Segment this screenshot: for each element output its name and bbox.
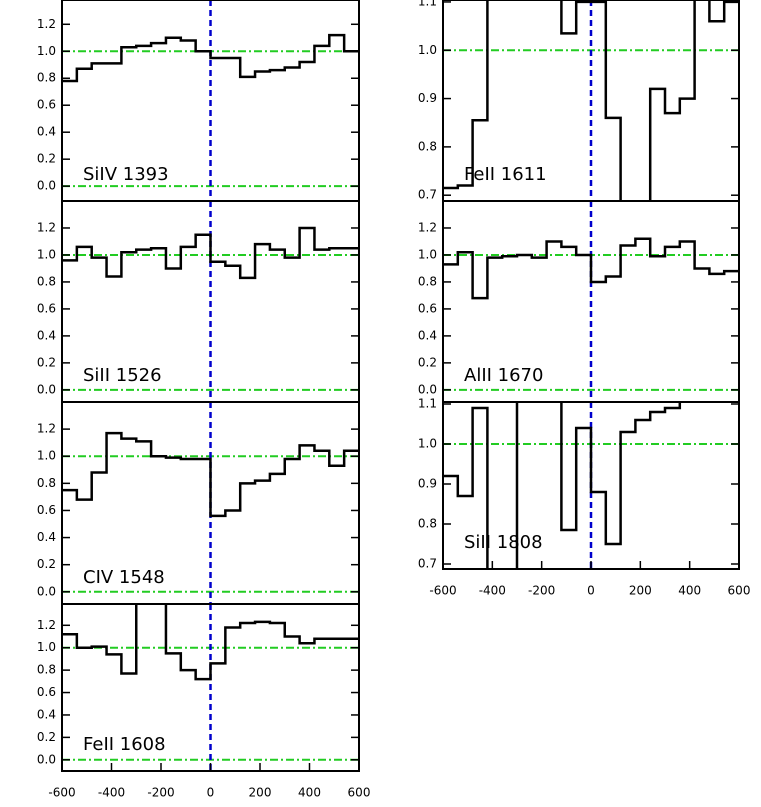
y-tick-label: 0.8 [418,139,437,153]
y-tick-label: 0.4 [418,328,437,342]
spectrum [443,237,739,300]
y-tick-label: 0.6 [37,685,56,699]
plot-area [62,201,359,402]
plot-area [62,604,359,771]
y-tick-label: 0.6 [37,301,56,315]
y-tick-label: 0.9 [418,91,437,105]
x-tick-label: -600 [429,584,456,598]
x-tick-label: 600 [348,786,371,800]
y-tick-label: 0.0 [37,382,56,396]
panel: 0.7 0.8 0.9 1.0 1.1 -600 -400 -200 0 200 400 600 SiI… [418,397,751,598]
spectrum [62,226,359,280]
y-tick-label: 0.4 [37,707,56,721]
y-tick-label: 1.0 [37,640,56,654]
spectrum [62,431,359,518]
y-tick-label: 0.8 [37,274,56,288]
y-tick-label: 0.2 [37,355,56,369]
y-tick-label: 0.2 [37,730,56,744]
x-tick-label: -400 [98,786,125,800]
y-tick-label: 1.2 [37,17,56,31]
y-tick-label: 1.0 [418,437,437,451]
spectrum [62,604,359,681]
y-tick-label: 0.0 [418,382,437,396]
y-tick-label: 0.4 [37,328,56,342]
y-tick-label: 1.2 [37,422,56,436]
y-tick-label: 1.0 [37,449,56,463]
x-tick-label: 0 [207,786,215,800]
y-tick-label: 0.7 [418,557,437,571]
y-tick-label: 0.0 [37,584,56,598]
y-tick-label: 0.4 [37,530,56,544]
y-tick-label: 1.2 [418,220,437,234]
y-tick-label: 1.1 [418,0,437,8]
x-tick-label: 0 [587,584,595,598]
y-tick-label: 0.6 [37,98,56,112]
y-tick-label: 0.8 [418,274,437,288]
line-label: SiII 1526 [83,365,162,386]
line-label: FeII 1611 [464,164,547,185]
panel: 0.7 0.8 0.9 1.0 1.1 FeII 1611 [418,0,740,202]
line-label: FeII 1608 [83,734,166,755]
x-tick-label: -400 [479,584,506,598]
x-tick-label: 200 [629,584,652,598]
spectrum [62,33,359,83]
y-tick-label: 0.6 [418,301,437,315]
y-tick-label: 0.8 [37,71,56,85]
x-tick-label: -200 [147,786,174,800]
panel: 0.0 0.2 0.4 0.6 0.8 1.0 1.2 AlII 1670 [418,200,740,403]
spectrum [443,402,682,569]
y-tick-label: 0.8 [418,517,437,531]
spectrum [443,0,739,201]
line-label: SiIV 1393 [83,164,169,185]
x-tick-label: -600 [48,786,75,800]
y-tick-label: 0.6 [37,503,56,517]
y-tick-label: 0.2 [37,152,56,166]
line-label: SiII 1808 [464,532,543,553]
x-tick-label: 200 [249,786,272,800]
y-tick-label: 0.4 [37,125,56,139]
y-tick-label: 0.7 [418,188,437,202]
line-label: CIV 1548 [83,567,165,588]
y-tick-label: 1.1 [418,397,437,411]
x-tick-label: 400 [298,786,321,800]
panel: 0.0 0.2 0.4 0.6 0.8 1.0 1.2 -600 -400 -200 0 200 400… [37,603,371,800]
panel: 0.0 0.2 0.4 0.6 0.8 1.0 1.2 SiIV 1393 [37,0,360,202]
y-tick-label: 1.2 [37,220,56,234]
plot-area [443,402,739,569]
y-tick-label: 0.2 [37,557,56,571]
plot-area [443,201,739,402]
x-tick-label: 600 [728,584,751,598]
x-tick-label: 400 [678,584,701,598]
y-tick-label: 0.0 [37,752,56,766]
panel: 0.0 0.2 0.4 0.6 0.8 1.0 1.2 SiII 1526 [37,200,360,403]
panel: 0.0 0.2 0.4 0.6 0.8 1.0 1.2 CIV 1548 [37,401,360,605]
y-tick-label: 1.0 [418,43,437,57]
y-tick-label: 0.2 [418,355,437,369]
y-tick-label: 0.8 [37,476,56,490]
y-tick-label: 0.0 [37,179,56,193]
y-tick-label: 0.9 [418,477,437,491]
plot-area [443,0,739,201]
plot-area [62,0,359,201]
line-label: AlII 1670 [464,365,543,386]
y-tick-label: 1.2 [37,618,56,632]
y-tick-label: 0.8 [37,663,56,677]
x-tick-label: -200 [528,584,555,598]
plot-area [62,402,359,604]
y-tick-label: 1.0 [37,247,56,261]
y-tick-label: 1.0 [37,44,56,58]
y-tick-label: 1.0 [418,247,437,261]
